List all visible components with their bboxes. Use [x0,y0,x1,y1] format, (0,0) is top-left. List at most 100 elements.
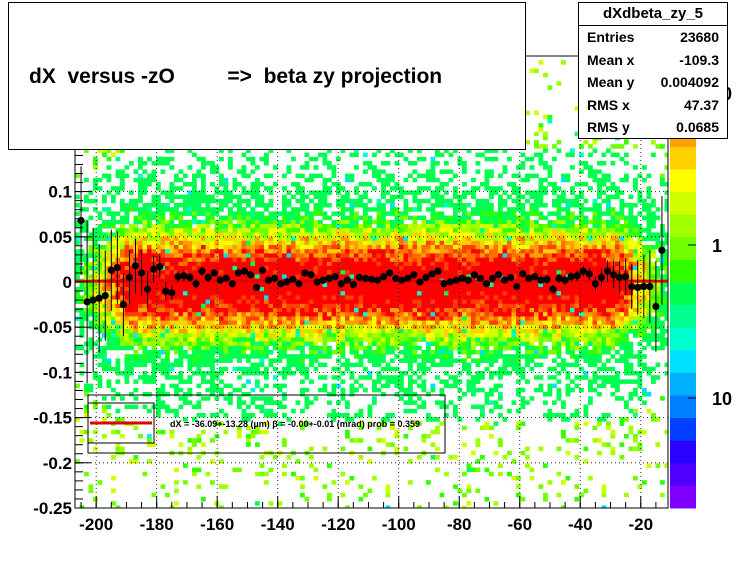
heatmap-cell [457,333,463,338]
heatmap-cell [111,488,116,494]
heatmap-cell [151,320,157,326]
heatmap-cell [516,219,521,225]
heatmap-cell [412,249,418,254]
heatmap-cell [322,161,328,166]
heatmap-cell [210,341,215,347]
heatmap-cell [115,312,121,317]
heatmap-cell [327,324,332,330]
heatmap-cell [471,341,476,347]
heatmap-cell [268,282,274,288]
heatmap-cell [507,362,512,368]
heatmap-cell [286,257,292,263]
heatmap-cell [390,249,395,254]
heatmap-cell [102,329,107,334]
heatmap-cell [349,333,355,338]
heatmap-cell [408,396,413,401]
heatmap-cell [511,257,517,263]
heatmap-cell [372,350,377,355]
heatmap-cell [151,253,157,258]
heatmap-cell [192,291,197,296]
heatmap-cell [327,400,332,405]
heatmap-cell [480,337,485,342]
heatmap-cell [403,333,409,338]
heatmap-cell [345,413,350,418]
heatmap-cell [142,219,148,225]
heatmap-cell [93,354,98,359]
heatmap-cell [178,169,184,174]
heatmap-cell [255,379,260,384]
heatmap-cell [214,333,220,338]
heatmap-cell [394,379,400,384]
heatmap-cell [115,362,121,368]
heatmap-cell [394,240,400,246]
heatmap-cell [511,198,517,204]
heatmap-cell [219,299,224,305]
heatmap-cell [160,240,166,246]
heatmap-cell [115,236,121,242]
heatmap-cell [300,245,305,250]
heatmap-cell [255,366,260,372]
heatmap-cell [250,215,256,221]
heatmap-cell [466,295,472,300]
heatmap-cell [358,257,364,263]
heatmap-cell [219,245,224,250]
heatmap-cell [394,287,400,292]
heatmap-cell [363,253,368,258]
heatmap-cell [403,408,409,414]
heatmap-cell [448,320,454,326]
heatmap-cell [151,291,157,296]
heatmap-cell [502,366,508,372]
heatmap-cell [313,299,319,305]
heatmap-cell [142,274,148,279]
heatmap-cell [223,320,229,326]
heatmap-cell [223,219,229,225]
heatmap-cell [120,434,125,439]
heatmap-cell [102,358,107,363]
heatmap-cell [93,446,98,452]
heatmap-cell [493,287,499,292]
heatmap-cell [237,467,242,473]
heatmap-cell [516,236,521,242]
heatmap-cell [471,207,476,212]
heatmap-cell [421,329,427,334]
heatmap-cell [156,303,161,309]
heatmap-cell [340,324,346,330]
heatmap-cell [210,392,215,397]
heatmap-cell [124,270,130,275]
heatmap-cell [156,232,161,237]
heatmap-cell [291,354,296,359]
heatmap-cell [124,203,130,208]
heatmap-cell [435,299,440,305]
heatmap-cell [241,316,247,321]
heatmap-cell [160,211,166,216]
heatmap-cell [471,312,476,317]
heatmap-cell [385,417,391,422]
heatmap-cell [237,282,242,288]
heatmap-cell [313,396,319,401]
heatmap-cell [439,169,445,174]
heatmap-cell [192,404,197,410]
heatmap-cell [385,299,391,305]
heatmap-cell [79,270,85,275]
heatmap-cell [192,316,197,321]
heatmap-cell [489,236,494,242]
heatmap-cell [192,442,197,447]
heatmap-cell [201,312,206,317]
heatmap-cell [399,186,404,191]
heatmap-cell [381,190,386,195]
heatmap-cell [367,459,373,464]
heatmap-cell [291,270,296,275]
heatmap-cell [471,450,476,456]
heatmap-cell [237,345,242,351]
heatmap-cell [84,266,89,271]
heatmap-cell [286,219,292,225]
heatmap-cell [282,211,287,216]
heatmap-cell [376,203,382,208]
heatmap-cell [147,459,152,464]
heatmap-cell [147,261,152,267]
heatmap-cell [475,287,481,292]
heatmap-cell [340,291,346,296]
heatmap-cell [471,186,476,191]
heatmap-cell [129,308,134,313]
heatmap-cell [133,291,139,296]
